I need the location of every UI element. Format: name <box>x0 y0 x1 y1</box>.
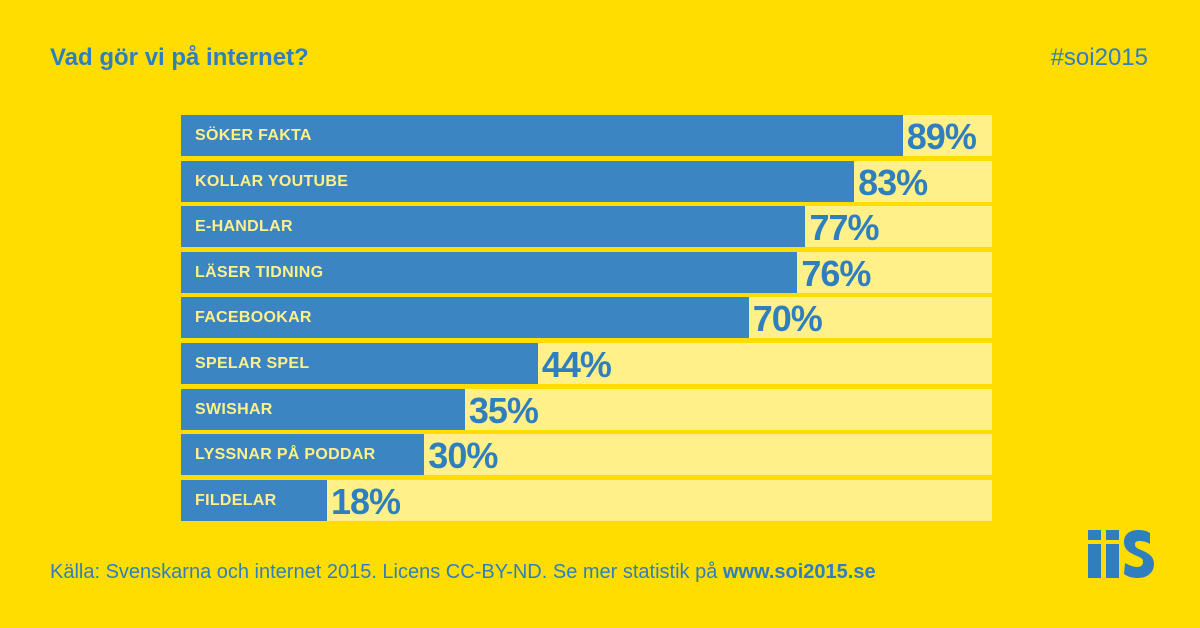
bar-label: SÖKER FAKTA <box>195 127 312 144</box>
bar <box>181 479 327 521</box>
bar-row: SPELAR SPEL 44% <box>181 343 992 385</box>
bar-value-label: 89% <box>906 116 977 157</box>
bar-value-label: 70% <box>752 298 823 340</box>
source-link[interactable]: www.soi2015.se <box>722 561 876 583</box>
source-text: Källa: Svenskarna och internet 2015. Lic… <box>50 561 723 583</box>
bar-row: FACEBOOKAR 70% <box>181 297 992 340</box>
bar <box>181 160 855 202</box>
logo-dot-1 <box>1088 530 1101 540</box>
bar-label: E-HANDLAR <box>195 218 293 236</box>
logo-stem-2 <box>1106 544 1119 578</box>
bar-row: E-HANDLAR 77% <box>181 206 992 249</box>
bar-value-label: 44% <box>541 344 612 385</box>
chart-title: Vad gör vi på internet? <box>50 44 309 71</box>
bar-row: LYSSNAR PÅ PODDAR 30% <box>181 434 992 477</box>
bar <box>181 343 538 384</box>
bar-label: SPELAR SPEL <box>195 355 310 372</box>
bar-row: SWISHAR 35% <box>181 388 992 431</box>
bar-label: LÄSER TIDNING <box>195 263 324 281</box>
bar <box>181 251 798 293</box>
logo-letter-s <box>1124 530 1154 578</box>
bar <box>181 206 806 248</box>
bar <box>181 434 425 476</box>
bar-row: SÖKER FAKTA 89% <box>181 115 992 157</box>
bar-value-label: 77% <box>809 207 879 249</box>
bar-row: FILDELAR 18% <box>181 479 992 522</box>
bar <box>181 388 465 430</box>
bar-label: FACEBOOKAR <box>195 309 312 327</box>
source-caption: Källa: Svenskarna och internet 2015. Lic… <box>50 561 876 584</box>
bar-row: KOLLAR YOUTUBE 83% <box>181 160 992 203</box>
bar <box>181 115 903 156</box>
bar-value-label: 35% <box>468 389 539 431</box>
bar <box>181 297 749 339</box>
bar-label: LYSSNAR PÅ PODDAR <box>195 446 376 464</box>
logo-stem-1 <box>1088 544 1101 578</box>
bar-label: SWISHAR <box>195 400 273 418</box>
bar-label: FILDELAR <box>195 491 277 509</box>
logo-dot-2 <box>1106 530 1119 540</box>
bar-chart: SÖKER FAKTA 89% KOLLAR YOUTUBE 83% E-HANDLAR… <box>181 115 992 522</box>
bar-label: KOLLAR YOUTUBE <box>195 172 349 190</box>
bar-value-label: 30% <box>428 435 498 477</box>
bar-value-label: 76% <box>801 252 871 294</box>
bar-value-label: 18% <box>330 480 401 522</box>
hashtag: #soi2015 <box>1050 44 1148 71</box>
iis-logo-icon <box>1088 530 1154 578</box>
bar-value-label: 83% <box>858 161 928 203</box>
bar-row: LÄSER TIDNING 76% <box>181 251 992 294</box>
